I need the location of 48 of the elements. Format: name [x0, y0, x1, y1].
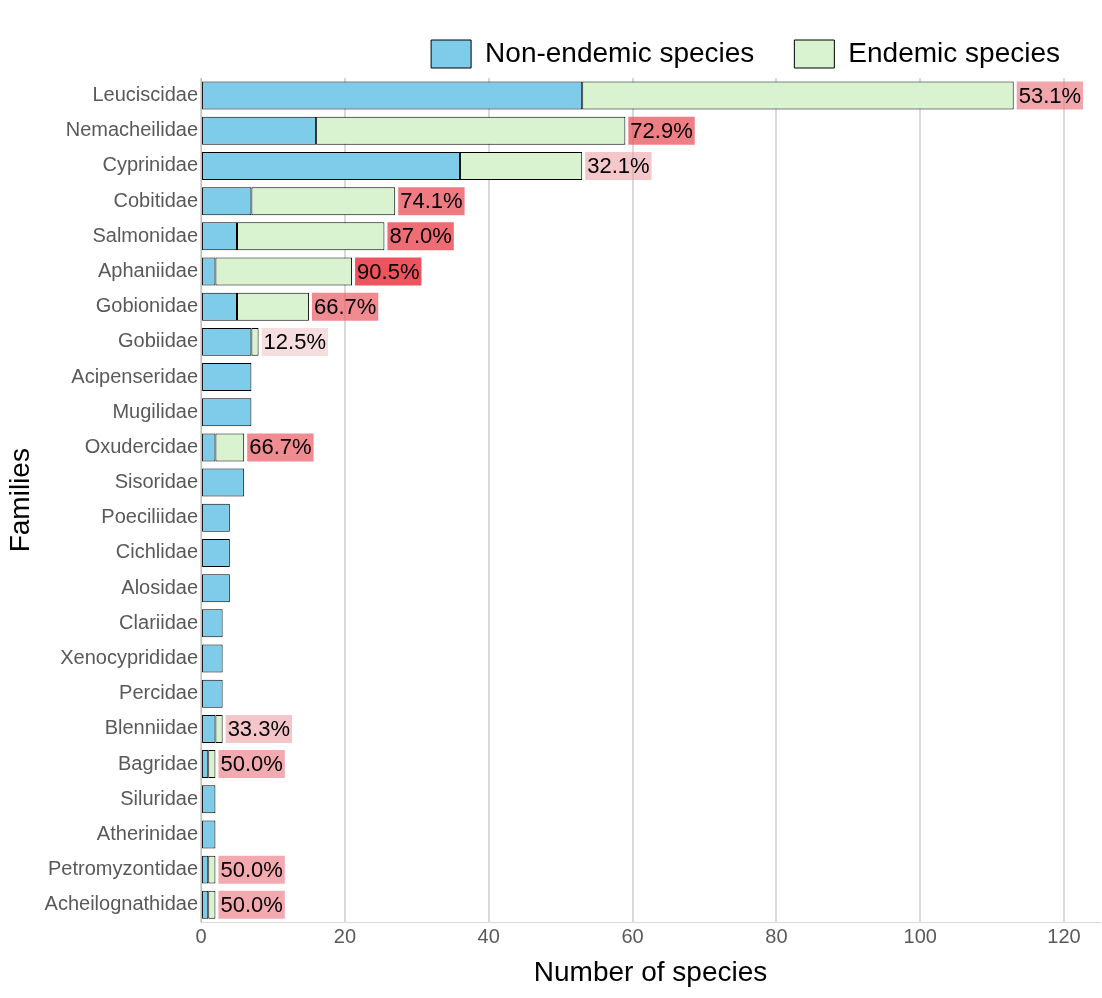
annotation: 12.5% [263, 328, 326, 354]
annotation: 33.3% [227, 715, 291, 741]
y-tick-label: Oxudercidae [84, 434, 199, 457]
y-tick-label: Acheilognathidae [44, 892, 199, 915]
y-tick-label: Petromyzontidae [47, 857, 199, 880]
annotation: 90.5% [357, 258, 420, 284]
y-axis-title: Families [3, 448, 35, 553]
y-tick-label: Acipenseridae [71, 364, 199, 387]
y-tick-label: Gobiidae [117, 329, 199, 352]
annotation: 50.0% [220, 751, 283, 777]
x-tick-label: 20 [333, 924, 357, 947]
y-tick-label: Gobionidae [95, 294, 199, 317]
y-tick-label: Salmonidae [92, 223, 199, 246]
y-tick-label: Cobitidae [113, 188, 199, 211]
y-tick-label: Xenocyprididae [60, 646, 199, 669]
legend-label: Non-endemic species [485, 36, 755, 68]
annotation: 72.9% [630, 117, 693, 143]
x-tick-label: 0 [195, 924, 207, 947]
x-tick-label: 80 [765, 924, 788, 947]
y-tick-label: Siluridae [120, 786, 199, 809]
y-tick-label: Mugilidae [112, 399, 199, 422]
y-tick-label: Percidae [119, 681, 199, 704]
annotation: 53.1% [1018, 82, 1082, 108]
y-tick-label: Cyprinidae [102, 153, 199, 176]
y-tick-label: Aphaniidae [97, 259, 199, 282]
annotation: 50.0% [220, 856, 283, 882]
x-axis-title: Number of species [533, 955, 768, 987]
y-tick-label: Blenniidae [104, 716, 199, 739]
y-tick-label: Clariidae [119, 610, 199, 633]
x-tick-label: 60 [621, 924, 644, 947]
x-tick-label: 120 [1047, 924, 1081, 947]
y-tick-label: Bagridae [117, 751, 199, 774]
annotation: 74.1% [400, 188, 463, 214]
x-tick-label: 40 [477, 924, 500, 947]
y-tick-label: Poeciliidae [101, 505, 199, 528]
annotation: 66.7% [313, 293, 377, 319]
y-tick-label: Nemacheilidae [65, 118, 199, 141]
y-tick-label: Atherinidae [96, 821, 199, 844]
x-tick-label: 100 [903, 924, 937, 947]
legend-label: Endemic species [848, 36, 1060, 68]
annotation: 50.0% [220, 891, 283, 917]
y-tick-label: Sisoridae [114, 470, 199, 493]
y-tick-label: Leuciscidae [92, 83, 199, 106]
annotation: 66.7% [249, 434, 312, 460]
annotation: 32.1% [587, 153, 650, 179]
y-tick-label: Cichlidae [115, 540, 199, 563]
annotation: 87.0% [389, 223, 452, 249]
y-tick-label: Alosidae [121, 575, 199, 598]
